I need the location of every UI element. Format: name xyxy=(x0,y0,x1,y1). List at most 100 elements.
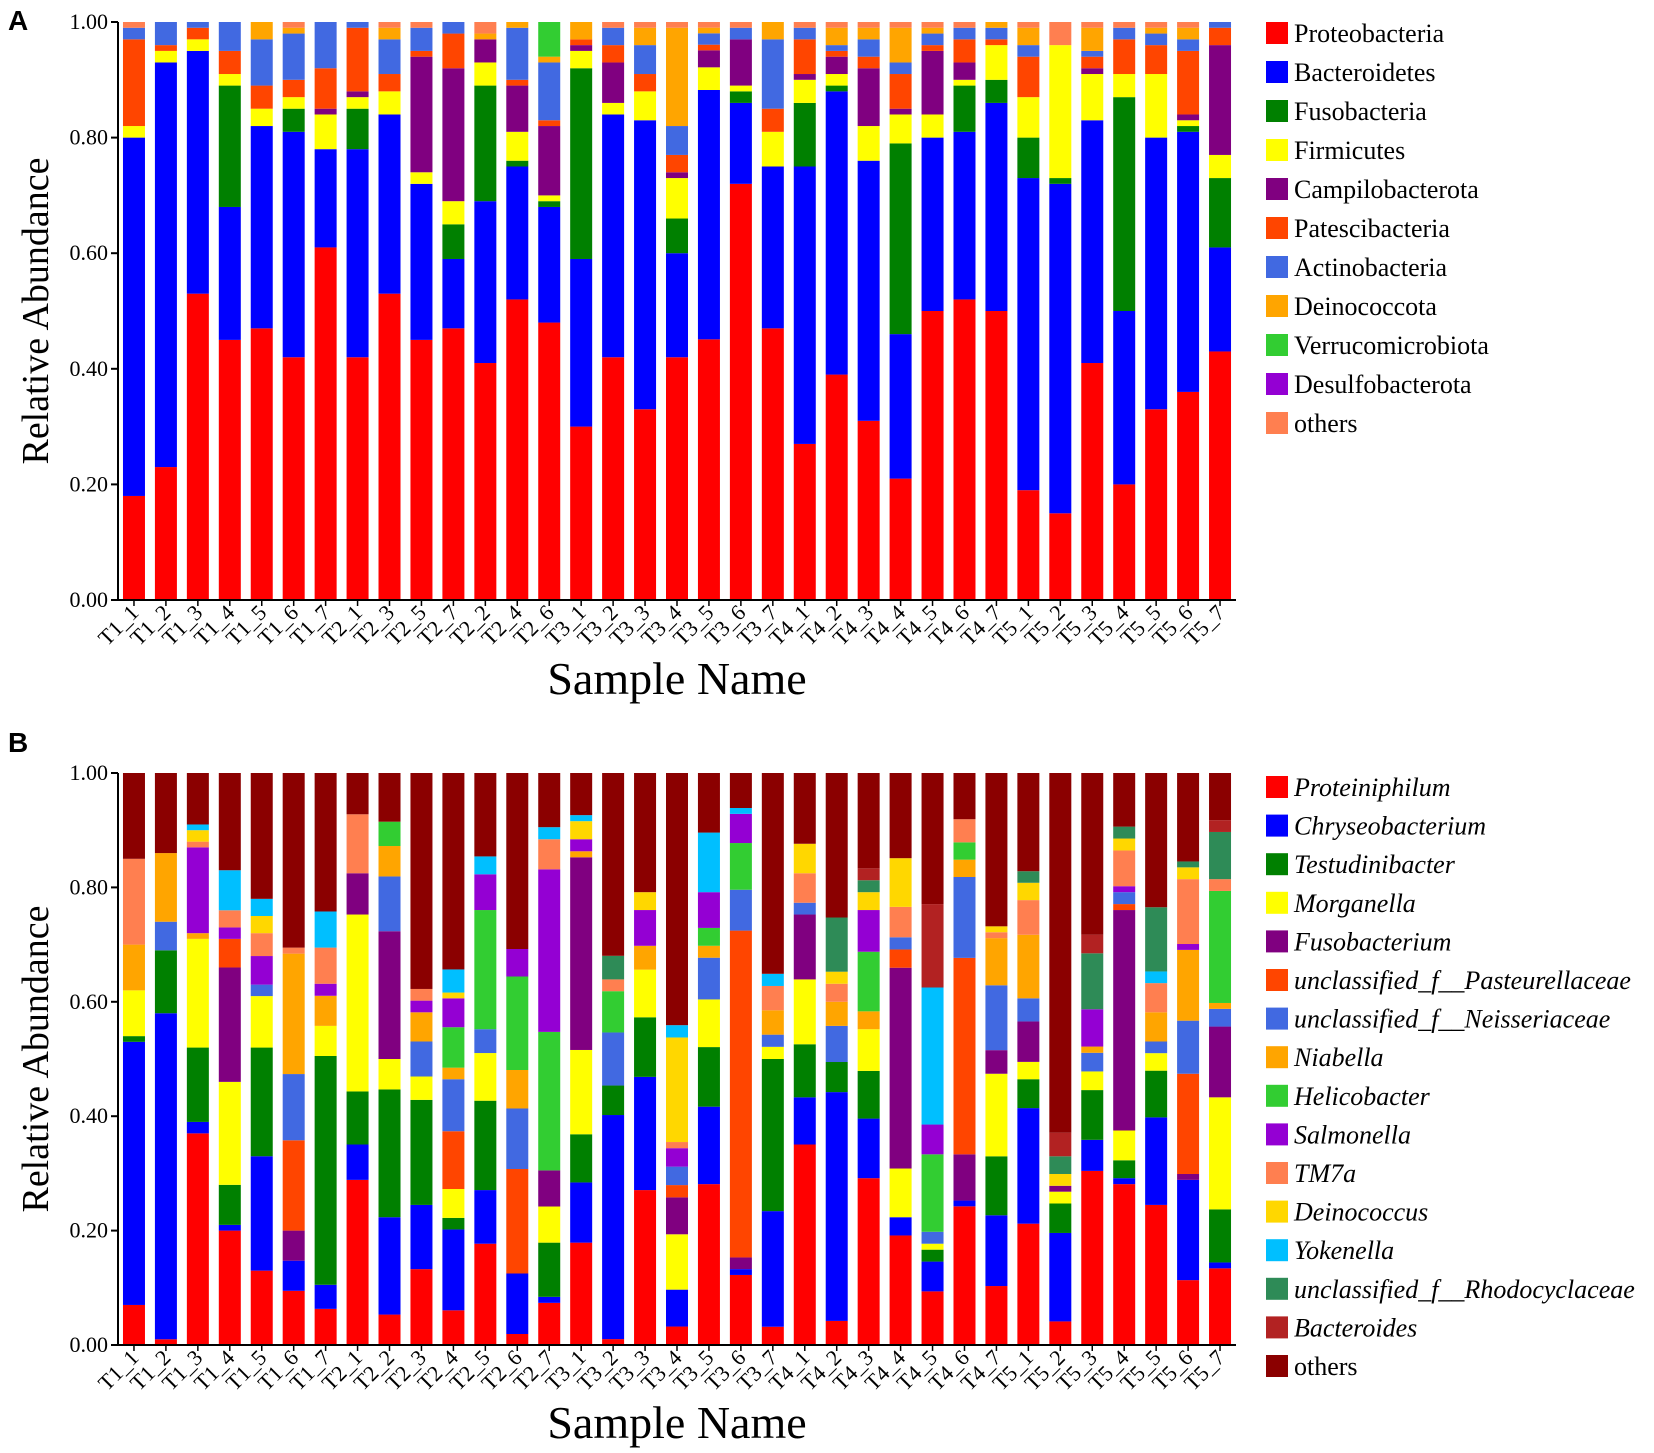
bar-segment xyxy=(953,62,976,80)
panel-b-legend: Proteiniphilum Chryseobacterium Testudinib… xyxy=(1266,773,1635,1381)
bar-segment xyxy=(474,1190,497,1244)
legend-item: Deinococcota xyxy=(1266,292,1437,321)
legend-item: unclassified_f__Neisseriaceae xyxy=(1266,1005,1610,1034)
bar-segment xyxy=(474,85,497,202)
bar-segment xyxy=(410,773,433,989)
bar-segment xyxy=(729,813,752,844)
bar-segment xyxy=(857,880,880,893)
bar-segment xyxy=(346,873,369,915)
bar-stack-T1_3 xyxy=(186,773,209,1345)
bar-segment xyxy=(1209,831,1232,880)
bar-segment xyxy=(634,945,657,970)
bar-segment xyxy=(761,1326,784,1345)
legend-label: others xyxy=(1294,409,1358,438)
bar-segment xyxy=(538,1206,561,1243)
bar-segment xyxy=(538,126,561,196)
bar-stack-T1_4 xyxy=(218,773,241,1345)
bar-stack-T4_5 xyxy=(921,773,944,1345)
bar-stack-T5_4 xyxy=(1113,22,1136,600)
bar-segment xyxy=(282,1074,305,1141)
bar-segment xyxy=(570,851,593,858)
bar-segment xyxy=(122,1304,145,1345)
bar-segment xyxy=(697,832,720,893)
bar-segment xyxy=(538,839,561,870)
bar-segment xyxy=(889,27,912,63)
bar-segment xyxy=(154,921,177,951)
bar-segment xyxy=(378,22,401,28)
bar-segment xyxy=(666,178,688,219)
bar-segment xyxy=(793,166,816,444)
bar-segment xyxy=(666,154,688,173)
bar-segment xyxy=(793,1044,816,1098)
legend-label: Deinococcus xyxy=(1293,1198,1428,1227)
bar-segment xyxy=(729,808,752,814)
bar-stack-T1_7 xyxy=(314,773,337,1345)
bar-segment xyxy=(538,56,561,63)
bar-segment xyxy=(1113,838,1136,851)
bar-stack-T2_6 xyxy=(506,773,529,1345)
bar-segment xyxy=(346,108,369,150)
bar-segment xyxy=(442,328,465,600)
bar-segment xyxy=(250,1156,273,1271)
bar-segment xyxy=(186,773,209,825)
bar-segment xyxy=(378,1059,401,1090)
bar-segment xyxy=(442,1310,465,1345)
bar-segment xyxy=(1049,1203,1072,1233)
bar-segment xyxy=(825,56,848,75)
bar-segment xyxy=(378,876,401,932)
bar-segment xyxy=(857,56,880,69)
bar-segment xyxy=(793,27,816,40)
legend-swatch xyxy=(1266,1162,1288,1184)
bar-segment xyxy=(314,773,337,912)
bar-stack-T2_7 xyxy=(442,22,465,600)
bar-segment xyxy=(442,1217,465,1230)
bar-segment xyxy=(793,22,816,28)
legend-swatch xyxy=(1266,412,1288,434)
bar-segment xyxy=(1113,1130,1136,1161)
bar-segment xyxy=(697,33,720,45)
bar-segment xyxy=(474,22,497,34)
bar-segment xyxy=(538,22,561,57)
bar-segment xyxy=(697,892,720,928)
bar-segment xyxy=(122,27,145,40)
legend-label: TM7a xyxy=(1294,1159,1356,1188)
bar-segment xyxy=(921,1124,944,1155)
bar-segment xyxy=(953,299,976,600)
bar-segment xyxy=(602,45,625,63)
bar-segment xyxy=(378,1314,401,1345)
bar-segment xyxy=(1113,1184,1136,1345)
bar-segment xyxy=(666,218,688,254)
bar-segment xyxy=(793,443,816,600)
bar-segment xyxy=(1113,39,1136,75)
bar-segment xyxy=(666,22,688,28)
legend-swatch xyxy=(1266,61,1288,83)
bar-segment xyxy=(953,85,976,132)
bar-segment xyxy=(250,126,273,329)
bar-segment xyxy=(1049,513,1072,600)
bar-segment xyxy=(985,773,1008,927)
bar-segment xyxy=(1145,22,1168,28)
bar-segment xyxy=(1049,1173,1072,1186)
legend-swatch xyxy=(1266,1123,1288,1146)
bar-segment xyxy=(410,1269,433,1345)
bar-segment xyxy=(186,938,209,1048)
bar-segment xyxy=(538,195,561,202)
bar-segment xyxy=(474,62,497,86)
bar-segment xyxy=(442,22,465,34)
bar-stack-T4_3 xyxy=(857,22,880,600)
bar-segment xyxy=(410,988,433,1001)
bar-segment xyxy=(506,976,529,1070)
bar-segment xyxy=(1177,1073,1200,1174)
y-tick-label: 0.40 xyxy=(70,1103,109,1128)
bar-segment xyxy=(825,1320,848,1345)
bar-segment xyxy=(282,1260,305,1291)
y-tick-label: 0.80 xyxy=(70,874,109,899)
bar-segment xyxy=(250,1047,273,1157)
y-tick-label: 0.80 xyxy=(70,125,109,150)
bar-segment xyxy=(282,1230,305,1261)
bar-segment xyxy=(538,827,561,840)
bar-stack-T1_1 xyxy=(122,773,145,1345)
bar-segment xyxy=(218,1230,241,1345)
bar-segment xyxy=(857,910,880,952)
bar-segment xyxy=(953,819,976,843)
